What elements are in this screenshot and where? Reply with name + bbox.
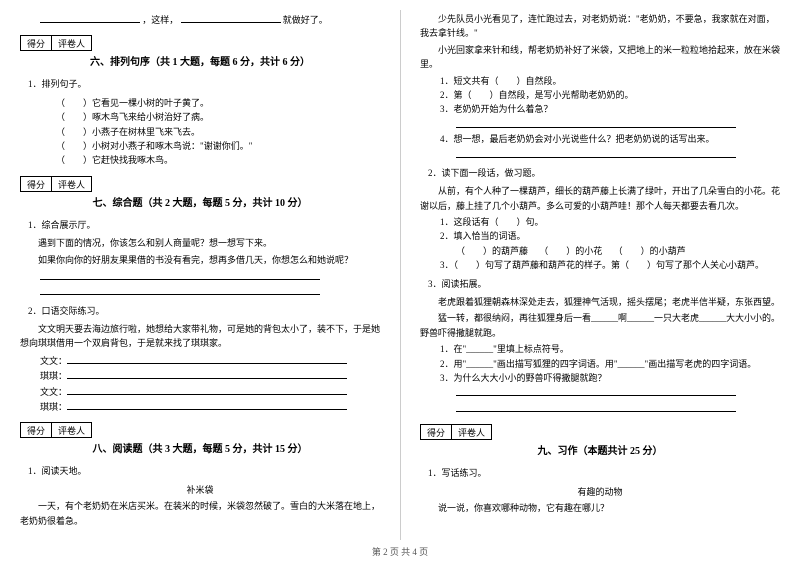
sub-question: 1．在"______"里填上标点符号。 (440, 342, 780, 356)
story-text: 老虎跟着狐狸朝森林深处走去，狐狸神气活现，摇头摆尾；老虎半信半疑，东张西望。 (420, 295, 780, 309)
answer-line[interactable] (40, 269, 320, 280)
section-9-title: 九、习作（本题共计 25 分） (420, 444, 780, 460)
score-label: 得分 (420, 424, 452, 440)
answer-line[interactable] (40, 284, 320, 295)
reviewer-label: 评卷人 (452, 424, 492, 440)
answer-line[interactable] (456, 117, 736, 128)
sub-question: 2．用"______"画出描写狐狸的四字词语。用"______"画出描写老虎的四… (440, 357, 780, 371)
reviewer-label: 评卷人 (52, 35, 92, 51)
fill-row: （ ）的葫芦藤 （ ）的小花 （ ）的小葫芦 (456, 244, 780, 258)
story-text: 猛一转，都很纳闷，再往狐狸身后一看______啊______一只大老虎_____… (420, 311, 780, 340)
answer-line[interactable] (67, 384, 347, 395)
text: 如果你向你的好朋友果果借的书没有看完，想再多借几天，你想怎么和她说呢？ (20, 253, 380, 267)
speaker-label: 琪琪： (40, 402, 67, 412)
text: 遇到下面的情况，你该怎么和别人商量呢？想一想写下来。 (20, 236, 380, 250)
question-8-2: 2．读下面一段话，做习题。 (428, 166, 780, 180)
answer-line[interactable] (67, 399, 347, 410)
reviewer-label: 评卷人 (52, 176, 92, 192)
answer-line[interactable] (456, 147, 736, 158)
speaker-label: 琪琪： (40, 371, 67, 381)
sub-question: 1．短文共有（ ）自然段。 (440, 74, 780, 88)
text: 文文明天要去海边旅行啦，她想给大家带礼物，可是她的背包太小了，装不下，于是她想向… (20, 322, 380, 351)
section-8-title: 八、阅读题（共 3 大题，每题 5 分，共计 15 分） (20, 442, 380, 458)
score-box-7: 得分 评卷人 (20, 176, 380, 192)
question-8-1: 1．阅读天地。 (28, 464, 380, 478)
column-divider (400, 10, 401, 540)
question-7-2: 2．口语交际练习。 (28, 304, 380, 318)
story-text: 小光回家拿来针和线，帮老奶奶补好了米袋，又把地上的米一粒粒地拾起来，放在米袋里。 (420, 43, 780, 72)
question-7-1: 1．综合展示厅。 (28, 218, 380, 232)
page-footer: 第 2 页 共 4 页 (0, 545, 800, 559)
score-box-6: 得分 评卷人 (20, 35, 380, 51)
sub-question: 3．老奶奶开始为什么着急？ (440, 102, 780, 116)
sub-question: 2．填入恰当的词语。 (440, 229, 780, 243)
answer-line[interactable] (456, 385, 736, 396)
text: 说一说，你喜欢哪种动物，它有趣在哪儿？ (420, 501, 780, 515)
answer-line[interactable] (456, 401, 736, 412)
speaker-label: 文文： (40, 356, 67, 366)
story-text: 少先队员小光看见了，连忙跑过去，对老奶奶说："老奶奶，不要急，我家就在对面，我去… (420, 12, 780, 41)
sub-question: 3．（ ）句写了葫芦藤和葫芦花的样子。第（ ）句写了那个人关心小葫芦。 (440, 258, 780, 272)
score-label: 得分 (20, 35, 52, 51)
question-8-3: 3．阅读拓展。 (428, 277, 780, 291)
blank[interactable] (181, 12, 281, 23)
question-6-1: 1．排列句子。 (28, 77, 380, 91)
score-label: 得分 (20, 176, 52, 192)
score-box-9: 得分 评卷人 (420, 424, 780, 440)
section-7-title: 七、综合题（共 2 大题，每题 5 分，共计 10 分） (20, 196, 380, 212)
sub-question: 4．想一想，最后老奶奶会对小光说些什么？把老奶奶说的话写出来。 (440, 132, 780, 146)
order-item: （ ）啄木鸟飞来给小树治好了病。 (56, 110, 380, 124)
sub-question: 1．这段话有（ ）句。 (440, 215, 780, 229)
score-box-8: 得分 评卷人 (20, 422, 380, 438)
order-item: （ ）小燕子在树林里飞来飞去。 (56, 125, 380, 139)
question-9-1: 1．写话练习。 (428, 466, 780, 480)
sub-question: 3．为什么大大小小的野兽吓得撒腿就跑？ (440, 371, 780, 385)
section-6-title: 六、排列句序（共 1 大题，每题 6 分，共计 6 分） (20, 55, 380, 71)
order-item: （ ）它赶快找我啄木鸟。 (56, 153, 380, 167)
story-title: 补米袋 (20, 483, 380, 497)
text: ，这样， (142, 15, 178, 25)
answer-line[interactable] (67, 353, 347, 364)
answer-line[interactable] (67, 368, 347, 379)
order-item: （ ）小树对小燕子和啄木鸟说："谢谢你们。" (56, 139, 380, 153)
story-title: 有趣的动物 (420, 485, 780, 499)
sub-question: 2．第（ ）自然段，是写小光帮助老奶奶的。 (440, 88, 780, 102)
text: 就做好了。 (283, 15, 328, 25)
reviewer-label: 评卷人 (52, 422, 92, 438)
story-text: 一天，有个老奶奶在米店买米。在装米的时候，米袋忽然破了。雪白的大米落在地上，老奶… (20, 499, 380, 528)
score-label: 得分 (20, 422, 52, 438)
speaker-label: 文文： (40, 387, 67, 397)
order-item: （ ）它看见一棵小树的叶子黄了。 (56, 96, 380, 110)
blank[interactable] (40, 12, 140, 23)
story-text: 从前，有个人种了一棵葫芦，细长的葫芦藤上长满了绿叶，开出了几朵雪白的小花。花谢以… (420, 184, 780, 213)
